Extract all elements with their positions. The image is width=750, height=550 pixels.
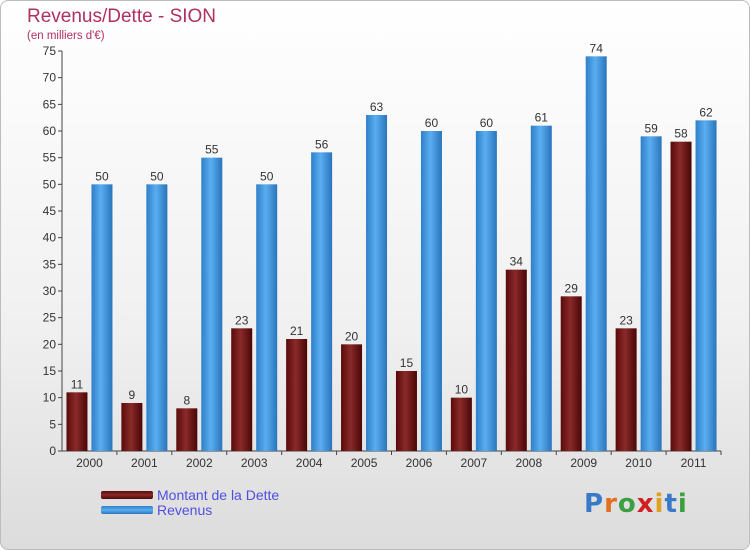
x-tick-label: 2003 [241, 456, 268, 470]
logo-letter: i [654, 489, 665, 519]
data-label: 56 [315, 137, 329, 151]
bar-revenus [201, 157, 223, 451]
bar-dette [341, 344, 363, 451]
y-tick-label: 40 [43, 231, 57, 245]
data-label: 60 [425, 116, 439, 130]
x-tick-label: 2008 [515, 456, 542, 470]
data-label: 74 [590, 41, 604, 55]
data-label: 58 [674, 127, 688, 141]
bar-revenus [585, 56, 607, 451]
data-label: 55 [205, 143, 219, 157]
x-tick-label: 2010 [625, 456, 652, 470]
y-tick-label: 10 [43, 391, 57, 405]
data-label: 62 [699, 105, 713, 119]
bar-revenus [311, 152, 333, 452]
bar-dette [560, 296, 582, 451]
data-label: 8 [183, 393, 190, 407]
bar-dette [176, 408, 198, 451]
x-tick-label: 2005 [351, 456, 378, 470]
data-label: 60 [480, 116, 494, 130]
y-tick-label: 60 [43, 124, 57, 138]
data-label: 59 [644, 121, 658, 135]
data-label: 11 [71, 377, 84, 391]
data-label: 50 [150, 169, 164, 183]
data-label: 29 [565, 281, 579, 295]
legend-swatch-dette [101, 490, 153, 499]
bar-dette [615, 328, 637, 451]
data-label: 21 [290, 324, 304, 338]
logo-letter: P [584, 489, 605, 519]
data-label: 10 [455, 383, 469, 397]
x-tick-label: 2004 [296, 456, 323, 470]
y-tick-label: 5 [49, 417, 56, 431]
bar-dette [231, 328, 253, 451]
y-tick-label: 70 [43, 71, 57, 85]
bar-dette [395, 371, 417, 451]
data-label: 23 [235, 313, 249, 327]
bar-revenus [475, 131, 497, 451]
y-tick-label: 65 [43, 97, 57, 111]
legend-item-revenus: Revenus [101, 501, 279, 518]
proxiti-logo: Proxiti [584, 489, 688, 519]
legend-swatch-revenus [101, 505, 153, 514]
y-tick-label: 45 [43, 204, 57, 218]
bar-revenus [640, 136, 662, 452]
x-tick-label: 2011 [681, 456, 707, 470]
y-tick-label: 35 [43, 257, 57, 271]
x-tick-label: 2002 [186, 456, 213, 470]
x-tick-label: 2000 [76, 456, 103, 470]
logo-letter: r [604, 489, 618, 519]
legend: Montant de la Dette Revenus [101, 486, 280, 518]
x-tick-label: 2006 [406, 456, 433, 470]
data-label: 9 [129, 388, 136, 402]
legend-label-dette: Montant de la Dette [157, 486, 280, 503]
data-label: 50 [260, 169, 274, 183]
bar-dette [505, 269, 527, 451]
logo-letter: t [664, 489, 678, 519]
bar-dette [286, 339, 308, 451]
x-tick-label: 2009 [570, 456, 597, 470]
y-tick-label: 15 [43, 364, 57, 378]
logo-letter: x [636, 489, 655, 519]
bar-revenus [420, 131, 442, 451]
data-label: 23 [619, 313, 633, 327]
bar-revenus [91, 184, 113, 452]
bar-revenus [530, 125, 552, 452]
y-tick-label: 50 [43, 177, 57, 191]
data-label: 20 [345, 329, 359, 343]
legend-item-dette: Montant de la Dette [101, 486, 280, 503]
chart-title: Revenus/Dette - SION [27, 6, 217, 27]
y-tick-label: 20 [43, 337, 57, 351]
data-label: 63 [370, 100, 384, 114]
y-tick-label: 30 [43, 284, 57, 298]
y-tick-label: 0 [49, 444, 56, 458]
logo-letter: o [617, 489, 637, 519]
logo-letter: i [677, 489, 688, 519]
bar-revenus [146, 184, 168, 452]
data-label: 15 [400, 356, 414, 370]
bar-dette [450, 397, 472, 451]
data-label: 61 [535, 111, 549, 125]
y-tick-label: 25 [43, 311, 57, 325]
bar-revenus [695, 120, 717, 451]
bar-revenus [366, 115, 388, 451]
data-label: 34 [510, 255, 524, 269]
chart-subtitle: (en milliers d'€) [27, 30, 105, 42]
bar-dette [670, 141, 692, 451]
bar-dette [66, 392, 88, 451]
x-tick-label: 2007 [461, 456, 488, 470]
y-tick-label: 55 [43, 151, 57, 165]
bar-revenus [256, 184, 278, 452]
legend-label-revenus: Revenus [157, 501, 213, 518]
y-tick-label: 75 [43, 44, 57, 58]
bar-dette [121, 403, 143, 451]
data-label: 50 [95, 169, 109, 183]
x-tick-label: 2001 [131, 456, 158, 470]
